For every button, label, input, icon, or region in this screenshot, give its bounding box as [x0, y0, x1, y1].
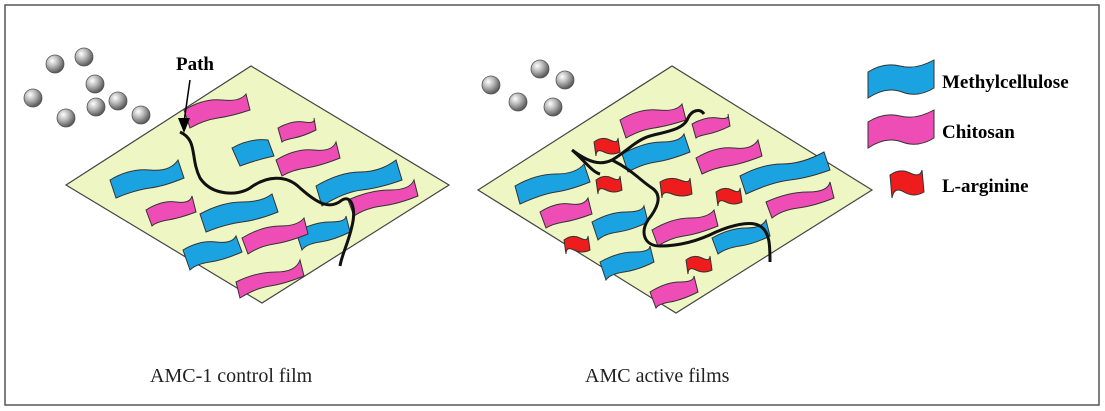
gas-molecule [108, 91, 128, 111]
methylcellulose-swatch [867, 59, 935, 99]
gas-molecule [56, 108, 76, 128]
gas-molecules-right [481, 59, 575, 117]
chitosan-strip [277, 117, 317, 143]
chitosan-strip [695, 138, 763, 175]
l-arginine-swatch [889, 169, 925, 199]
legend-label-chitosan: Chitosan [942, 122, 1015, 143]
methylcellulose-strip [711, 218, 771, 255]
chitosan-strip [651, 208, 719, 247]
chitosan-strip [539, 196, 593, 229]
methylcellulose-strip [109, 158, 185, 199]
gas-molecule [543, 97, 563, 117]
legend-item-methylcellulose: Methylcellulose [867, 59, 1069, 99]
l-arginine-flag [715, 187, 743, 207]
methylcellulose-strip [199, 193, 279, 233]
l-arginine-flag [685, 255, 713, 275]
gas-molecule [74, 47, 94, 67]
caption-control-film: AMC-1 control film [150, 365, 313, 387]
legend-item-l-arginine: L-arginine [889, 169, 1029, 199]
caption-active-films: AMC active films [585, 365, 730, 387]
gas-molecule [131, 105, 151, 125]
gas-molecule [45, 54, 65, 74]
legend-item-chitosan: Chitosan [867, 109, 1015, 149]
methylcellulose-strip [231, 139, 275, 167]
gas-molecule [23, 88, 43, 108]
chitosan-strip [183, 92, 251, 129]
active-film-panel [476, 65, 874, 314]
methylcellulose-strip [182, 234, 243, 271]
l-arginine-flag [563, 235, 591, 255]
path-annotation: Path [176, 54, 214, 133]
chitosan-strip [235, 258, 305, 299]
gas-molecules-left [23, 47, 151, 128]
gas-molecule [481, 75, 501, 95]
chitosan-strip [275, 140, 341, 177]
path-label: Path [176, 54, 214, 75]
chitosan-strip [347, 178, 419, 217]
methylcellulose-strip [739, 151, 831, 195]
control-film-panel [64, 65, 451, 304]
chitosan-strip [241, 216, 309, 255]
path-arrow-line [183, 79, 191, 123]
methylcellulose-strip [599, 245, 655, 282]
gas-molecule [508, 92, 528, 112]
chitosan-strip [691, 113, 731, 139]
chitosan-strip [765, 181, 835, 219]
methylcellulose-strip [514, 162, 591, 205]
methylcellulose-strip [315, 159, 403, 207]
diffusion-path-line [179, 130, 356, 267]
gas-molecule [555, 70, 575, 90]
path-arrow-head [178, 118, 190, 133]
l-arginine-flag [659, 177, 693, 199]
legend-label-l-arginine: L-arginine [942, 176, 1029, 197]
diffusion-path-line [571, 109, 772, 263]
chitosan-swatch [867, 109, 935, 149]
legend: Methylcellulose Chitosan L-arginine [867, 59, 1069, 199]
gas-molecule [85, 74, 105, 94]
legend-label-methylcellulose: Methylcellulose [942, 72, 1069, 93]
chitosan-strip [649, 275, 699, 310]
l-arginine-flag [593, 137, 621, 157]
methylcellulose-strip [621, 132, 691, 173]
gas-molecule [530, 59, 550, 79]
l-arginine-flag [595, 175, 623, 195]
chitosan-strip [145, 195, 197, 227]
gas-molecule [86, 97, 106, 117]
